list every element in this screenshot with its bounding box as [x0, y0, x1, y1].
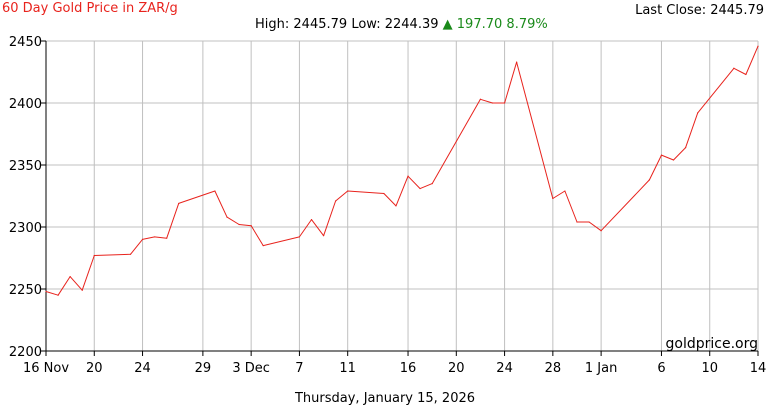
data-point	[757, 45, 759, 47]
x-tick-label: 6	[657, 361, 665, 376]
data-point	[57, 294, 59, 296]
up-arrow-icon: ▲	[442, 17, 453, 32]
data-point	[419, 187, 421, 190]
axes	[41, 40, 759, 356]
data-point	[395, 205, 397, 207]
x-tick-label: 24	[134, 361, 151, 376]
data-point	[45, 290, 47, 293]
data-point	[322, 235, 325, 237]
x-tick-label: 16	[400, 361, 417, 376]
data-point	[81, 289, 83, 291]
data-point	[93, 254, 95, 257]
high-label: High:	[255, 17, 290, 32]
last-close-label: Last Close: 2445.79	[635, 3, 764, 18]
y-tick-label: 2250	[9, 283, 42, 298]
footer-date: Thursday, January 15, 2026	[294, 391, 476, 406]
data-point	[576, 221, 578, 223]
low-value: 2244.39	[384, 17, 439, 32]
data-point	[672, 159, 675, 161]
x-tick-label: 16 Nov	[23, 361, 69, 376]
data-point	[238, 223, 240, 226]
price-stats: High: 2445.79 Low: 2244.39 ▲ 197.70 8.79…	[255, 17, 548, 32]
data-point	[479, 98, 482, 100]
x-tick-label: 20	[86, 361, 103, 376]
y-tick-label: 2300	[9, 221, 42, 236]
data-point	[745, 73, 747, 76]
x-tick-label: 7	[295, 361, 303, 376]
chart-title: 60 Day Gold Price in ZAR/g	[2, 1, 178, 16]
data-point	[564, 190, 566, 192]
data-point	[660, 154, 663, 156]
data-point	[491, 102, 494, 104]
y-tick-label: 2450	[9, 35, 42, 50]
x-tick-label: 11	[339, 361, 356, 376]
x-tick-label: 14	[750, 361, 767, 376]
data-point	[600, 230, 602, 232]
data-point	[154, 236, 156, 238]
series-line	[45, 45, 759, 296]
data-point	[503, 102, 506, 104]
watermark: goldprice.org	[666, 336, 758, 352]
high-value: 2445.79	[293, 17, 348, 32]
x-tick-label: 3 Dec	[232, 361, 270, 376]
data-point	[141, 238, 144, 240]
y-tick-label: 2350	[9, 159, 42, 174]
data-point	[129, 253, 132, 255]
x-tick-label: 10	[701, 361, 718, 376]
change-value: 197.70	[456, 17, 503, 32]
data-point	[214, 190, 216, 192]
data-point	[383, 192, 385, 195]
data-point	[262, 245, 264, 247]
low-label: Low:	[351, 17, 381, 32]
data-point	[226, 216, 228, 218]
x-tick-label: 29	[195, 361, 212, 376]
data-point	[684, 147, 687, 149]
y-tick-label: 2400	[9, 97, 42, 112]
data-point	[552, 197, 554, 200]
data-point	[733, 67, 735, 69]
data-point	[298, 236, 301, 238]
data-point	[166, 237, 168, 239]
change-percent: 8.79%	[506, 17, 548, 32]
x-tick-label: 28	[545, 361, 562, 376]
data-point	[69, 276, 71, 278]
grid-lines	[45, 40, 759, 352]
data-point	[407, 175, 409, 177]
y-tick-label: 2200	[9, 345, 42, 360]
data-point	[516, 61, 518, 63]
data-point	[431, 183, 433, 185]
tick-labels: 2200 2250 2300 2350 2400 2450 16 Nov 20 24 29 3 De…	[9, 35, 766, 376]
data-point	[250, 225, 252, 227]
x-tick-label: 24	[496, 361, 513, 376]
data-point	[178, 202, 180, 205]
data-point	[310, 218, 313, 221]
x-tick-label: 20	[448, 361, 465, 376]
data-point	[347, 190, 349, 192]
data-point	[697, 112, 699, 114]
data-point	[648, 179, 650, 181]
price-series-line	[45, 46, 759, 296]
data-point	[588, 221, 590, 223]
data-point	[335, 200, 337, 202]
x-tick-label: 1 Jan	[585, 361, 617, 376]
